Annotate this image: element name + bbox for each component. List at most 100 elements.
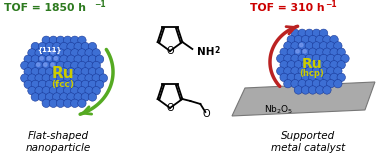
Circle shape [81,42,90,51]
Circle shape [88,68,97,76]
Circle shape [291,29,299,38]
Circle shape [78,99,86,107]
Circle shape [312,80,321,88]
Circle shape [291,54,299,63]
Circle shape [308,48,317,56]
Circle shape [323,73,331,82]
Circle shape [71,36,79,45]
Circle shape [327,42,335,50]
Circle shape [294,61,303,69]
Text: Nb$_2$O$_5$: Nb$_2$O$_5$ [264,104,293,116]
Circle shape [74,55,82,63]
Circle shape [78,36,86,45]
Circle shape [49,99,57,107]
Circle shape [42,61,50,70]
Circle shape [40,57,43,60]
Circle shape [298,54,307,63]
Circle shape [316,48,324,56]
Text: −1: −1 [94,0,105,9]
Circle shape [298,29,307,38]
Circle shape [305,80,313,88]
Circle shape [95,55,104,63]
Text: O: O [203,109,210,119]
Circle shape [305,54,313,63]
Circle shape [294,73,303,82]
Circle shape [37,63,40,66]
Circle shape [35,74,43,82]
Circle shape [308,61,317,69]
Circle shape [337,61,345,69]
Circle shape [45,80,54,89]
Circle shape [316,35,324,44]
Circle shape [316,61,324,69]
Circle shape [291,67,299,75]
Circle shape [38,68,46,76]
Circle shape [78,61,86,70]
Circle shape [319,67,328,75]
Text: (hcp): (hcp) [300,69,324,79]
Circle shape [327,67,335,75]
Circle shape [308,35,317,44]
Circle shape [56,61,65,70]
Circle shape [277,54,285,63]
Circle shape [312,54,321,63]
Circle shape [327,54,335,63]
Circle shape [38,42,46,51]
Circle shape [301,48,310,56]
Circle shape [280,61,288,69]
Circle shape [38,55,46,63]
Circle shape [31,42,40,51]
Circle shape [298,80,307,88]
Circle shape [53,68,61,76]
Circle shape [334,67,342,75]
Circle shape [49,49,57,57]
Circle shape [78,49,86,57]
Circle shape [53,55,61,63]
Circle shape [81,68,90,76]
Circle shape [64,74,72,82]
Circle shape [38,80,46,89]
Circle shape [88,55,97,63]
Circle shape [330,73,338,82]
Circle shape [74,93,82,101]
Circle shape [35,86,43,95]
Circle shape [85,86,93,95]
Circle shape [49,61,57,70]
Circle shape [74,68,82,76]
Circle shape [56,49,65,57]
Circle shape [78,74,86,82]
Circle shape [78,86,86,95]
Circle shape [67,55,75,63]
Text: TOF = 1850 h: TOF = 1850 h [4,3,86,13]
Circle shape [42,86,50,95]
Circle shape [88,42,97,51]
Circle shape [64,49,72,57]
Text: {111}: {111} [37,47,61,53]
Circle shape [60,80,68,89]
Circle shape [31,93,40,101]
Circle shape [301,86,310,94]
Circle shape [21,61,29,70]
Circle shape [337,48,345,56]
Circle shape [298,42,307,50]
Circle shape [60,68,68,76]
Circle shape [56,74,65,82]
Circle shape [60,42,68,51]
Circle shape [81,55,90,63]
Circle shape [35,61,43,70]
Circle shape [312,67,321,75]
Circle shape [54,57,57,60]
Circle shape [49,36,57,45]
Circle shape [296,50,299,53]
Circle shape [330,48,338,56]
Circle shape [64,36,72,45]
Circle shape [67,93,75,101]
Circle shape [319,42,328,50]
Circle shape [334,42,342,50]
Circle shape [323,48,331,56]
Circle shape [85,74,93,82]
Circle shape [67,42,75,51]
Circle shape [92,74,101,82]
Circle shape [92,86,101,95]
Circle shape [298,67,307,75]
